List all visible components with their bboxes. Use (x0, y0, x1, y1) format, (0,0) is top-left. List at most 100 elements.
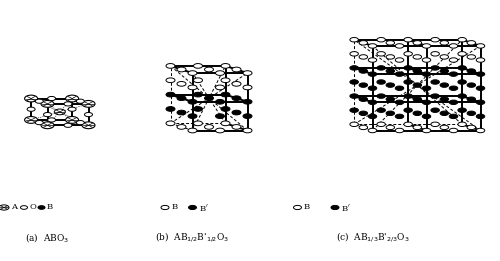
Circle shape (243, 128, 252, 133)
Circle shape (467, 97, 475, 102)
Circle shape (431, 80, 440, 84)
Circle shape (350, 66, 358, 70)
Circle shape (395, 86, 404, 91)
Circle shape (216, 71, 224, 75)
Circle shape (166, 63, 175, 68)
Circle shape (82, 122, 95, 129)
Circle shape (440, 55, 448, 59)
Circle shape (54, 109, 66, 115)
Circle shape (188, 205, 196, 210)
Circle shape (232, 96, 241, 100)
Circle shape (76, 99, 84, 103)
Circle shape (27, 107, 35, 111)
Circle shape (422, 128, 431, 133)
Circle shape (188, 71, 197, 75)
Circle shape (177, 110, 186, 115)
Circle shape (449, 72, 458, 76)
Circle shape (166, 92, 175, 97)
Circle shape (404, 38, 412, 42)
Circle shape (221, 92, 230, 97)
Circle shape (422, 100, 431, 105)
Circle shape (377, 94, 386, 98)
Circle shape (440, 97, 448, 102)
Circle shape (413, 97, 422, 102)
Circle shape (177, 67, 186, 72)
Circle shape (431, 94, 440, 98)
Circle shape (449, 128, 458, 133)
Circle shape (467, 41, 475, 45)
Circle shape (221, 107, 230, 111)
Circle shape (38, 206, 45, 209)
Circle shape (431, 122, 440, 127)
Circle shape (232, 110, 241, 115)
Circle shape (413, 83, 422, 87)
Circle shape (377, 108, 386, 112)
Text: B$'$: B$'$ (199, 202, 209, 213)
Circle shape (64, 123, 72, 127)
Circle shape (359, 55, 368, 59)
Circle shape (377, 52, 386, 56)
Circle shape (76, 121, 84, 125)
Circle shape (194, 121, 202, 126)
Circle shape (177, 81, 186, 86)
Circle shape (431, 108, 440, 112)
Circle shape (68, 107, 76, 111)
Circle shape (386, 125, 394, 130)
Circle shape (84, 112, 92, 117)
Circle shape (413, 55, 422, 59)
Circle shape (413, 125, 422, 130)
Text: O: O (29, 204, 36, 211)
Circle shape (404, 80, 412, 84)
Text: A: A (11, 204, 17, 211)
Circle shape (395, 72, 404, 76)
Circle shape (440, 125, 448, 130)
Circle shape (467, 111, 475, 116)
Circle shape (204, 124, 214, 129)
Circle shape (413, 69, 422, 73)
Circle shape (431, 38, 440, 42)
Circle shape (221, 78, 230, 82)
Circle shape (368, 100, 377, 105)
Text: (a)  ABO$_3$: (a) ABO$_3$ (26, 231, 70, 244)
Circle shape (377, 80, 386, 84)
Circle shape (467, 69, 475, 73)
Circle shape (386, 97, 394, 102)
Circle shape (44, 112, 52, 117)
Circle shape (458, 38, 466, 42)
Circle shape (440, 69, 448, 73)
Circle shape (359, 69, 368, 73)
Circle shape (194, 63, 202, 68)
Circle shape (395, 128, 404, 133)
Circle shape (216, 114, 224, 118)
Circle shape (24, 95, 38, 102)
Circle shape (359, 41, 368, 45)
Circle shape (458, 52, 466, 56)
Circle shape (194, 78, 202, 82)
Circle shape (177, 124, 186, 129)
Circle shape (216, 128, 224, 133)
Circle shape (431, 66, 440, 70)
Circle shape (243, 85, 252, 90)
Text: B: B (172, 204, 177, 211)
Circle shape (350, 80, 358, 84)
Circle shape (331, 205, 339, 210)
Circle shape (476, 86, 485, 91)
Circle shape (368, 128, 377, 133)
Circle shape (422, 114, 431, 118)
Circle shape (204, 67, 214, 72)
Circle shape (476, 100, 485, 105)
Circle shape (368, 86, 377, 91)
Circle shape (243, 114, 252, 118)
Circle shape (386, 55, 394, 59)
Circle shape (449, 100, 458, 105)
Circle shape (350, 38, 358, 42)
Circle shape (368, 58, 377, 62)
Circle shape (0, 205, 9, 210)
Circle shape (386, 111, 394, 116)
Circle shape (377, 66, 386, 70)
Circle shape (467, 55, 475, 59)
Text: B: B (304, 204, 310, 211)
Text: B: B (46, 204, 52, 211)
Circle shape (476, 72, 485, 76)
Circle shape (161, 205, 169, 210)
